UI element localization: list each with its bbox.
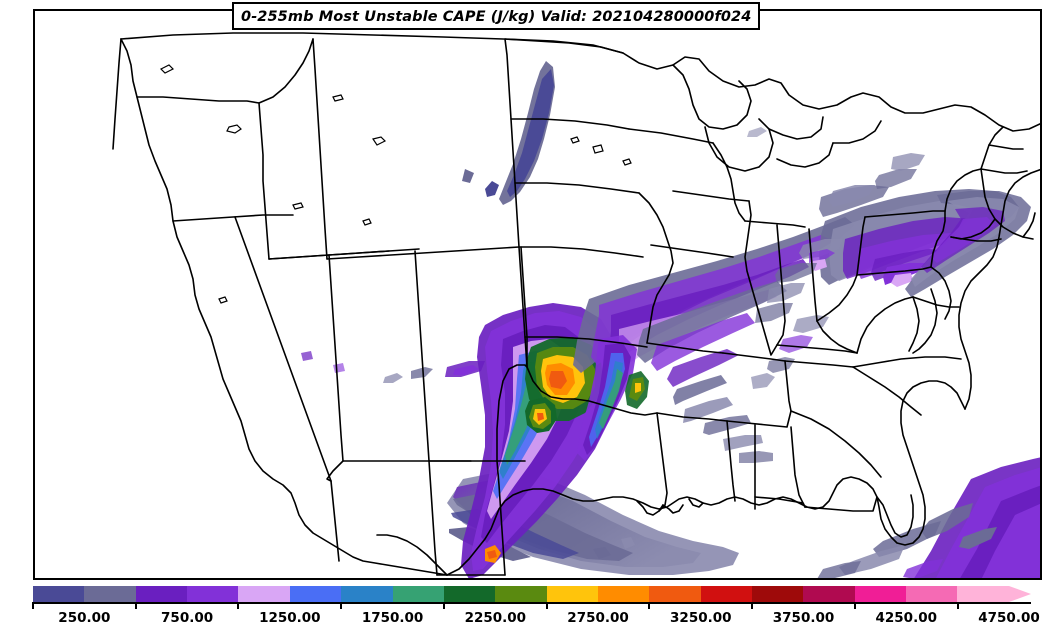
colorbar-label-750: 750.00 xyxy=(161,610,214,626)
colorbar-swatch-3750 xyxy=(752,586,804,602)
colorbar-swatch-4750 xyxy=(957,586,1009,602)
colorbar-tick-250 xyxy=(32,602,34,609)
colorbar-label-1250: 1250.00 xyxy=(259,610,321,626)
colorbar-swatch-3250 xyxy=(649,586,701,602)
map-inland-water-specks xyxy=(159,64,632,304)
colorbar-swatch-4250 xyxy=(854,586,907,602)
map-canvas[interactable] xyxy=(33,9,1042,580)
colorbar-tick-1750 xyxy=(340,602,343,609)
colorbar-label-1750: 1750.00 xyxy=(361,610,424,626)
colorbar-max-arrow xyxy=(1009,586,1031,602)
colorbar-swatch-1750 xyxy=(341,586,393,602)
map-geography-layer xyxy=(112,32,1042,576)
colorbar-tick-750 xyxy=(134,602,137,609)
colorbar-tick-labels: 250.00 750.00 1250.00 1750.00 2250.00 2750.00… xyxy=(0,610,1042,630)
colorbar-tick-4750 xyxy=(956,602,959,609)
colorbar-label-4750: 4750.00 xyxy=(978,610,1040,626)
colorbar-swatches[interactable] xyxy=(33,586,1009,602)
map-title-text: 0-255mb Most Unstable CAPE (J/kg) Valid:… xyxy=(241,9,752,25)
colorbar-swatch-750 xyxy=(135,586,188,602)
colorbar-tick-3250 xyxy=(648,602,651,609)
colorbar-swatch-250 xyxy=(33,586,85,602)
colorbar-swatch-2000 xyxy=(392,586,444,602)
colorbar-swatch-4000 xyxy=(803,586,855,602)
colorbar-label-2750: 2750.00 xyxy=(567,610,629,626)
map-panel[interactable] xyxy=(33,9,1042,580)
colorbar-tick-4250 xyxy=(853,602,856,609)
colorbar-tick-2750 xyxy=(545,602,548,609)
colorbar-swatch-1250 xyxy=(238,586,290,602)
colorbar-swatch-2250 xyxy=(443,586,496,602)
colorbar-swatch-500 xyxy=(84,586,136,602)
colorbar-axis-line xyxy=(33,602,1031,604)
cape-region-northern-plains xyxy=(462,61,555,205)
colorbar-label-250: 250.00 xyxy=(58,610,111,626)
colorbar[interactable]: 250.00 750.00 1250.00 1750.00 2250.00 2750.00… xyxy=(0,580,1042,632)
map-title-box: 0-255mb Most Unstable CAPE (J/kg) Valid:… xyxy=(232,2,761,30)
colorbar-tick-2250 xyxy=(442,602,445,609)
colorbar-tick-1250 xyxy=(237,602,240,609)
colorbar-swatch-3500 xyxy=(700,586,753,602)
cape-region-caribbean xyxy=(817,457,1042,580)
colorbar-swatch-1000 xyxy=(187,586,239,602)
colorbar-swatch-2500 xyxy=(495,586,547,602)
colorbar-label-4250: 4250.00 xyxy=(875,610,938,626)
colorbar-tick-3750 xyxy=(751,602,754,609)
colorbar-swatch-1500 xyxy=(289,586,342,602)
colorbar-ticks xyxy=(0,602,1042,609)
colorbar-swatch-3000 xyxy=(597,586,650,602)
colorbar-swatch-2750 xyxy=(546,586,598,602)
cape-region-mississippi-valley xyxy=(573,217,855,463)
colorbar-label-3250: 3250.00 xyxy=(670,610,732,626)
colorbar-label-3750: 3750.00 xyxy=(772,610,835,626)
colorbar-label-2250: 2250.00 xyxy=(464,610,527,626)
colorbar-swatch-4500 xyxy=(906,586,958,602)
